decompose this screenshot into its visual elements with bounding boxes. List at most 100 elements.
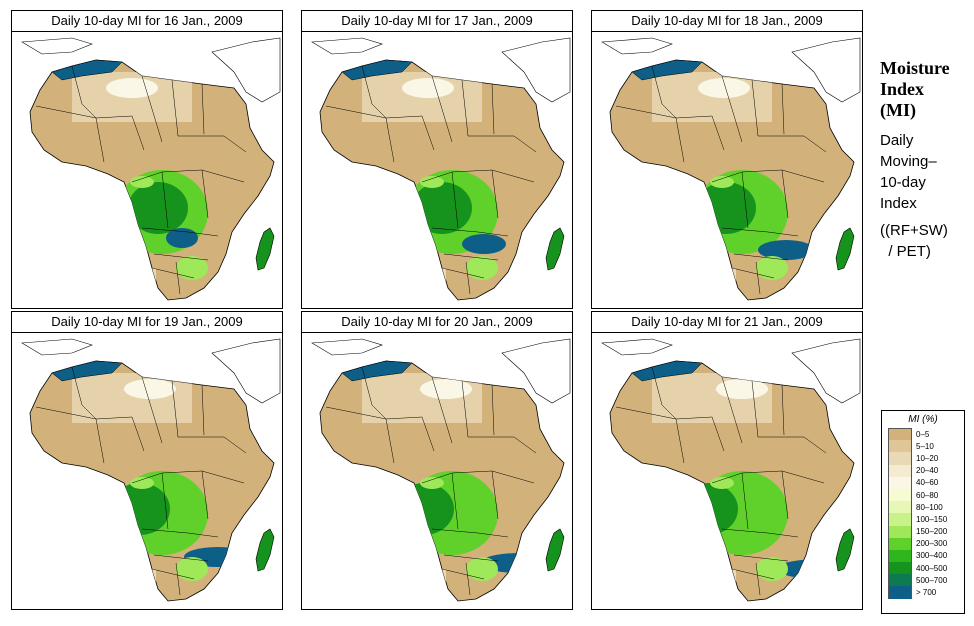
side-title-line: (MI) bbox=[880, 100, 916, 120]
africa-moisture-map bbox=[311, 37, 571, 301]
country-border bbox=[141, 528, 219, 538]
country-border bbox=[711, 169, 825, 183]
middle-east-outline bbox=[211, 37, 281, 103]
atlas-coastal-wet-zone bbox=[341, 360, 413, 382]
map-panel: Daily 10-day MI for 18 Jan., 2009 bbox=[591, 10, 863, 309]
side-formula: ((RF+SW) / PET) bbox=[880, 220, 948, 262]
country-border bbox=[171, 380, 179, 438]
country-border bbox=[711, 470, 825, 484]
legend-swatch bbox=[888, 464, 912, 477]
country-border bbox=[733, 554, 789, 562]
wettest-zone bbox=[166, 228, 198, 248]
legend-swatch bbox=[888, 488, 912, 502]
southern-moist-zone bbox=[176, 557, 208, 581]
country-border bbox=[431, 227, 509, 237]
legend-label: 500–700 bbox=[916, 575, 948, 585]
africa-moisture-map bbox=[601, 338, 861, 602]
country-border bbox=[431, 75, 453, 143]
country-border bbox=[721, 227, 799, 237]
country-border bbox=[441, 267, 485, 279]
legend-label: 5–10 bbox=[916, 441, 934, 451]
europe-outline bbox=[311, 37, 383, 55]
country-border bbox=[441, 568, 485, 580]
country-border bbox=[151, 568, 195, 580]
country-border bbox=[131, 169, 245, 183]
side-description: Daily Moving– 10-day Index bbox=[880, 130, 937, 214]
country-border bbox=[733, 253, 789, 261]
namib-dry-zone bbox=[422, 268, 446, 298]
country-border bbox=[755, 261, 761, 295]
country-border bbox=[675, 418, 685, 464]
namib-dry-zone bbox=[712, 268, 736, 298]
legend-item: 500–700 bbox=[888, 574, 964, 587]
side-desc-line: Moving– bbox=[880, 153, 937, 170]
legend-swatch bbox=[888, 574, 912, 587]
dry-patch bbox=[698, 78, 750, 98]
country-border bbox=[721, 376, 743, 444]
dry-patch bbox=[716, 379, 768, 399]
country-border bbox=[758, 135, 827, 153]
country-border bbox=[141, 376, 163, 444]
country-border bbox=[781, 83, 785, 135]
country-border bbox=[201, 384, 205, 436]
moist-zone bbox=[710, 176, 734, 188]
very-humid-zone bbox=[394, 483, 454, 535]
madagascar bbox=[835, 227, 855, 271]
country-border bbox=[71, 366, 97, 420]
africa-moisture-map bbox=[601, 37, 861, 301]
moist-zone bbox=[710, 477, 734, 489]
namib-dry-zone bbox=[422, 569, 446, 599]
side-desc-line: 10-day bbox=[880, 174, 926, 191]
map-panel: Daily 10-day MI for 21 Jan., 2009 bbox=[591, 311, 863, 610]
atlas-coastal-wet-zone bbox=[51, 360, 123, 382]
country-border bbox=[421, 416, 435, 452]
country-border bbox=[451, 171, 459, 229]
map-panel: Daily 10-day MI for 16 Jan., 2009 bbox=[11, 10, 283, 309]
namib-dry-zone bbox=[712, 569, 736, 599]
country-border bbox=[461, 79, 469, 137]
legend-item: 40–60 bbox=[888, 476, 964, 489]
legend: MI (%) 0–5 5–10 10–20 20–40 40–60 60–80 … bbox=[881, 410, 965, 614]
country-border bbox=[153, 554, 209, 562]
very-humid-zone bbox=[128, 182, 188, 234]
legend-item: 5–10 bbox=[888, 440, 964, 453]
country-border bbox=[443, 253, 499, 261]
moist-zone bbox=[420, 477, 444, 489]
country-border bbox=[491, 470, 499, 520]
legend-swatch bbox=[888, 537, 912, 550]
country-border bbox=[161, 472, 169, 530]
country-border bbox=[741, 472, 749, 530]
side-title: Moisture Index (MI) bbox=[880, 58, 950, 121]
madagascar bbox=[835, 528, 855, 572]
legend-label: 40–60 bbox=[916, 478, 939, 488]
africa-moisture-map bbox=[311, 338, 571, 602]
legend-item: 150–200 bbox=[888, 525, 964, 538]
legend-label: 150–200 bbox=[916, 527, 948, 537]
europe-outline bbox=[601, 338, 673, 356]
legend-item: 20–40 bbox=[888, 464, 964, 477]
country-border bbox=[675, 117, 685, 163]
legend-swatch bbox=[888, 549, 912, 563]
country-border bbox=[491, 384, 495, 436]
country-border bbox=[175, 261, 181, 295]
legend-item: 10–20 bbox=[888, 452, 964, 465]
wettest-zone bbox=[758, 240, 814, 260]
legend-label: 60–80 bbox=[916, 490, 939, 500]
southern-moist-zone bbox=[466, 256, 498, 280]
country-border bbox=[361, 65, 387, 119]
middle-east-outline bbox=[791, 37, 861, 103]
country-border bbox=[751, 79, 759, 137]
southern-moist-zone bbox=[176, 256, 208, 280]
europe-outline bbox=[21, 37, 93, 55]
legend-item: 400–500 bbox=[888, 562, 964, 575]
very-humid-zone bbox=[412, 182, 472, 234]
panel-title: Daily 10-day MI for 21 Jan., 2009 bbox=[592, 312, 862, 333]
country-border bbox=[465, 261, 471, 295]
legend-item: > 700 bbox=[888, 586, 964, 599]
southern-moist-zone bbox=[756, 256, 788, 280]
very-humid-zone bbox=[110, 483, 170, 535]
country-border bbox=[461, 380, 469, 438]
country-border bbox=[151, 267, 195, 279]
country-border bbox=[141, 75, 163, 143]
country-border bbox=[468, 436, 537, 454]
